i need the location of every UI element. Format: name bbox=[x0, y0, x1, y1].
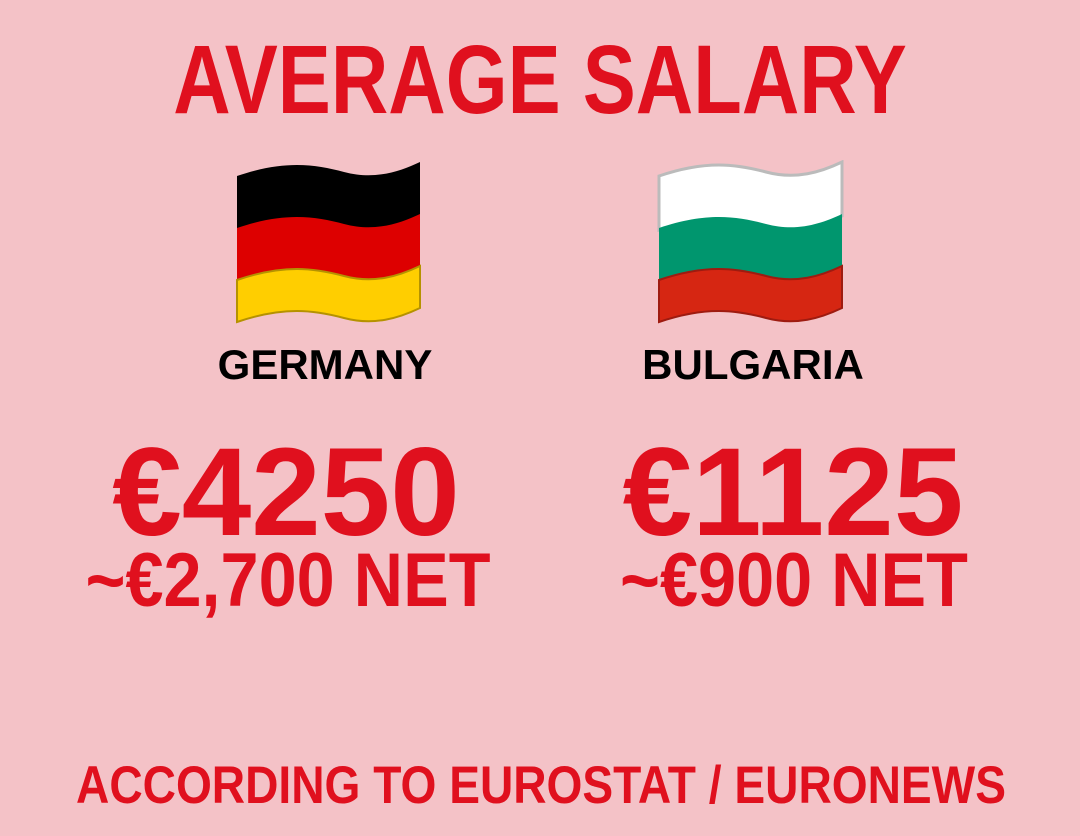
source-footer: ACCORDING TO EUROSTAT / EURONEWS bbox=[76, 756, 1006, 815]
germany-flag-icon bbox=[236, 162, 421, 324]
gross-salary-germany: €4250 bbox=[112, 423, 460, 562]
net-salary-bulgaria: ~€900 NET bbox=[620, 538, 968, 623]
country-name-bulgaria: BULGARIA bbox=[642, 341, 864, 388]
page-title: AVERAGE SALARY bbox=[173, 25, 907, 134]
net-salary-germany: ~€2,700 NET bbox=[85, 538, 491, 623]
bulgaria-flag-icon bbox=[657, 160, 844, 324]
country-name-germany: GERMANY bbox=[217, 341, 433, 388]
gross-salary-bulgaria: €1125 bbox=[622, 423, 964, 562]
